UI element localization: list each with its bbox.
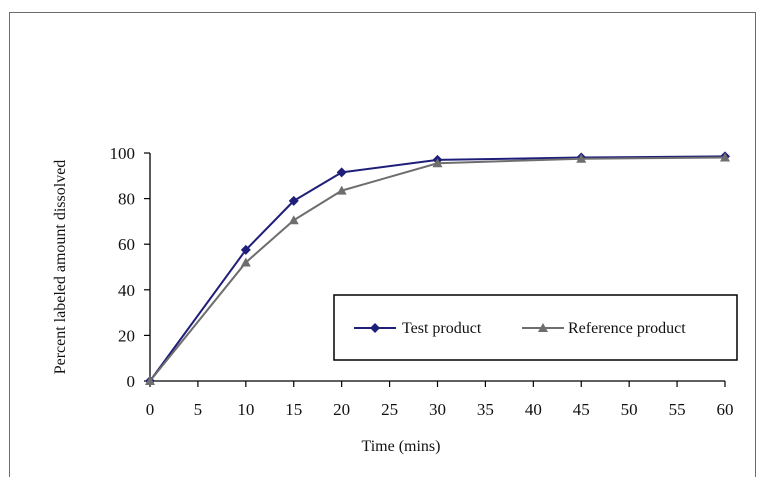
data-point-test	[336, 167, 347, 178]
data-point-reference	[288, 215, 299, 225]
x-tick-label: 25	[381, 400, 398, 419]
legend-label-test: Test product	[402, 320, 482, 337]
y-tick-label: 80	[118, 190, 135, 209]
x-tick-label: 15	[285, 400, 302, 419]
legend-box	[333, 294, 738, 361]
x-tick-label: 40	[525, 400, 542, 419]
x-tick-label: 10	[237, 400, 254, 419]
x-tick-label: 55	[669, 400, 686, 419]
x-tick-label: 60	[717, 400, 734, 419]
x-tick-label: 0	[146, 400, 155, 419]
x-axis-title: Time (mins)	[362, 438, 441, 455]
legend-label-reference: Reference product	[568, 320, 686, 337]
x-tick-label: 45	[573, 400, 590, 419]
x-tick-label: 5	[194, 400, 203, 419]
data-point-reference	[432, 158, 443, 168]
y-tick-label: 0	[127, 372, 136, 391]
series-layer	[145, 151, 730, 386]
data-point-test	[288, 195, 299, 206]
axes: 0 20 40 60 80 100 0 5 10 15 20 25 30 35 40 45 50 55 60	[110, 144, 734, 419]
y-axis-title: Percent labeled amount dissolved	[52, 160, 69, 375]
x-tick-label: 20	[333, 400, 350, 419]
data-point-reference	[576, 153, 587, 163]
data-point-reference	[720, 152, 730, 162]
y-tick-label: 40	[118, 281, 135, 300]
chart-frame	[9, 12, 756, 477]
data-point-reference	[145, 376, 155, 385]
y-tick-label: 60	[118, 235, 135, 254]
data-point-reference	[240, 257, 251, 267]
data-point-reference	[336, 185, 347, 195]
x-tick-label: 35	[477, 400, 494, 419]
legend-marker-test	[370, 323, 380, 333]
y-tick-label: 20	[118, 326, 135, 345]
legend: Test product Reference product	[333, 294, 738, 361]
x-tick-label: 30	[429, 400, 446, 419]
y-tick-label: 100	[110, 144, 136, 163]
x-tick-label: 50	[621, 400, 638, 419]
legend-marker-reference	[538, 323, 548, 332]
data-point-test	[240, 244, 251, 255]
